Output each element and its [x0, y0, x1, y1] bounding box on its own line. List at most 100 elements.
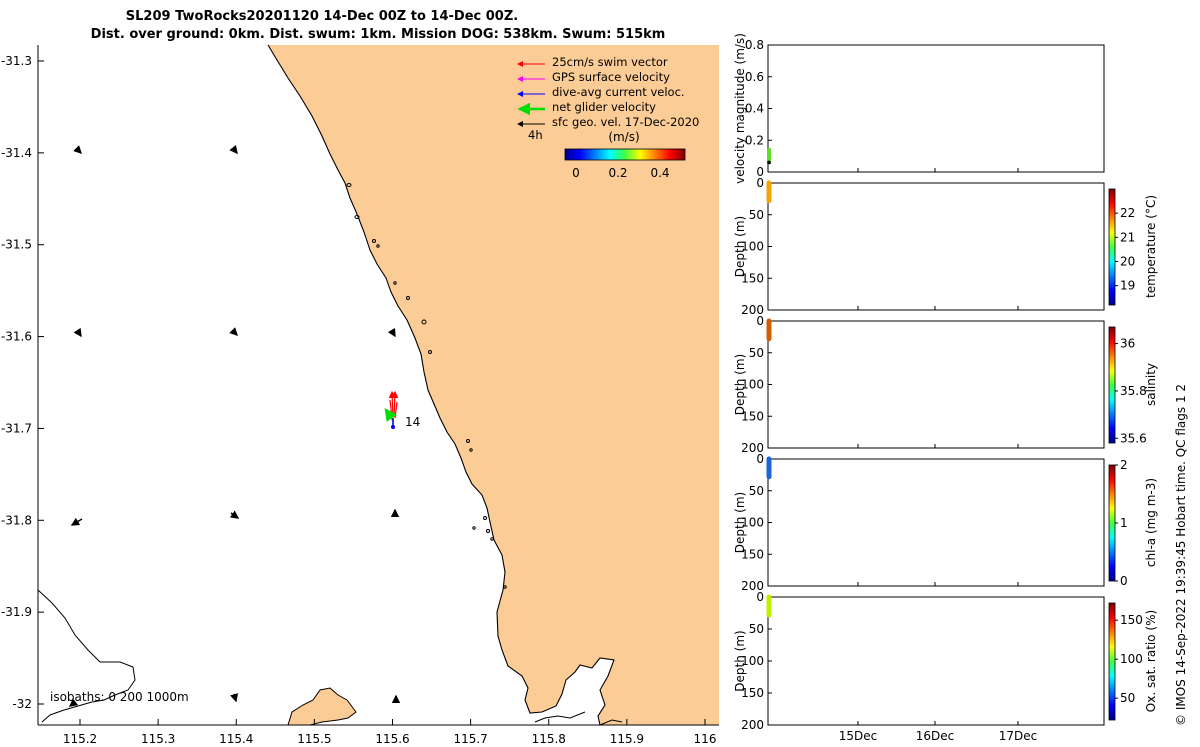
colorbar-label: (m/s): [608, 130, 639, 144]
panel-y-tick-label: 150: [741, 547, 764, 561]
panel-y-label: Depth (m): [733, 354, 747, 415]
map-y-tick-label: -31.9: [1, 605, 32, 619]
map-y-tick-label: -31.7: [1, 421, 32, 435]
colorbar-tick-label: 1: [1120, 516, 1128, 530]
panel-frame: [767, 596, 1105, 726]
map-y-tick-label: -31.5: [1, 238, 32, 252]
panel-y-tick-label: 0.4: [745, 102, 764, 116]
panel-frame: [767, 320, 1105, 449]
panel-y-tick-label: 150: [741, 409, 764, 423]
panel-y-tick-label: 0: [756, 314, 764, 328]
colorbar-tick-label: 22: [1120, 206, 1135, 220]
panel-2: 0 50 100 150 200 Depth (m) 35.6 35.8 36 salinity: [733, 314, 1158, 455]
island: [287, 687, 357, 726]
title-line-1: SL209 TwoRocks20201120 14-Dec 00Z to 14-…: [126, 9, 518, 24]
panel-y-tick-label: 200: [741, 718, 764, 732]
map-y-tick-label: -31.6: [1, 330, 32, 344]
colorbar-tick-label: 50: [1120, 691, 1135, 705]
map-x-tick-label: 115.5: [297, 732, 331, 746]
panel-y-tick-label: 0: [756, 176, 764, 190]
panel-y-label: Depth (m): [733, 216, 747, 277]
colorbar-label: temperature (°C): [1144, 195, 1158, 298]
geo-velocity-arrows: [68, 144, 401, 707]
colorbar-tick: 0.2: [608, 166, 627, 180]
colorbar-label: chl-a (mg m-3): [1144, 478, 1158, 567]
map-x-tick-label: 115.6: [375, 732, 409, 746]
map-x-tick-label: 115.2: [63, 732, 97, 746]
panel-frame: [767, 44, 1105, 173]
velocity-mark-geo: [767, 160, 771, 165]
estuary-edge: [534, 711, 586, 723]
colorbar-tick-label: 35.8: [1120, 384, 1147, 398]
colorbar-tick: 0: [572, 166, 580, 180]
land-mainland: [268, 45, 719, 725]
panel-y-tick-label: 200: [741, 579, 764, 593]
map-x-tick-label: 115.9: [610, 732, 644, 746]
colorbar-tick-label: 0: [1120, 574, 1128, 588]
map-y-tick-label: -32: [12, 697, 32, 711]
panel-y-tick-label: 100: [741, 516, 764, 530]
panel-y-tick-label: 0: [756, 165, 764, 179]
colorbar-tick-label: 19: [1120, 279, 1135, 293]
colorbar-tick-label: 35.6: [1120, 431, 1147, 445]
colorbar-tick-label: 2: [1120, 458, 1128, 472]
panel-y-tick-label: 200: [741, 441, 764, 455]
map-x-ticks: 115.2 115.3 115.4 115.5 115.6 115.7 115.8 115.9…: [63, 719, 716, 746]
isobaths-label: isobaths: 0 200 1000m: [50, 690, 189, 704]
panel-y-label: Depth (m): [733, 492, 747, 553]
panel-y-label: Depth (m): [733, 630, 747, 691]
panel-y-tick-label: 100: [741, 240, 764, 254]
panel-y-tick-label: 0: [756, 452, 764, 466]
colorbar-tick-label: 20: [1120, 255, 1135, 269]
legend-current-label: dive-avg current veloc.: [552, 85, 685, 99]
coastline-mainland-sw: [37, 589, 136, 723]
colorbar-label: salinity: [1144, 363, 1158, 406]
speed-colorbar: [564, 148, 686, 161]
map-legend: 25cm/s swim vector GPS surface velocity …: [517, 55, 699, 180]
legend-net-label: net glider velocity: [552, 100, 656, 114]
panel-y-tick-label: 200: [741, 303, 764, 317]
colorbar-tick-label: 21: [1120, 230, 1135, 244]
map-y-tick-label: -31.4: [1, 146, 32, 160]
panel-y-tick-label: 50: [749, 208, 764, 222]
glider-position-label: 14: [405, 415, 420, 429]
panel-y-tick-label: 0.6: [745, 70, 764, 84]
coastline: [267, 44, 615, 726]
panel-y-tick-label: 50: [749, 484, 764, 498]
glider-vectors: [384, 390, 399, 429]
legend-time-label: 4h: [528, 128, 543, 142]
panel-frame: [767, 182, 1105, 311]
map-y-tick-label: -31.3: [1, 54, 32, 68]
panel-y-tick-label: 0: [756, 590, 764, 604]
panel-colorbar: [1108, 464, 1116, 582]
colorbar-label: Ox. sat. ratio (%): [1144, 610, 1158, 712]
colorbar-tick-label: 150: [1120, 613, 1143, 627]
colorbar-tick: 0.4: [650, 166, 669, 180]
panel-y-tick-label: 0.8: [745, 38, 764, 52]
colorbar-tick-label: 36: [1120, 337, 1135, 351]
map-y-ticks: -31.3 -31.4 -31.5 -31.6 -31.7 -31.8 -31.9 -32: [1, 54, 44, 711]
panel-colorbar: [1108, 188, 1116, 306]
map-x-tick-label: 115.8: [532, 732, 566, 746]
panel-colorbar: [1108, 602, 1116, 721]
map-x-tick-label: 115.7: [453, 732, 487, 746]
panel-y-tick-label: 100: [741, 378, 764, 392]
map-panel: 14 115.2 115.3 115.4 115.5 115.6 115.7 115.8 11…: [1, 44, 719, 746]
panel-colorbar: [1108, 326, 1116, 444]
footer-credit: © IMOS 14-Sep-2022 19:39:45 Hobart time.…: [1174, 384, 1188, 726]
panel-1: 0 50 100 150 200 Depth (m) 19 20 21 22 temperature…: [733, 176, 1158, 317]
time-tick-label: 17Dec: [999, 729, 1038, 743]
title-line-2: Dist. over ground: 0km. Dist. swum: 1km.…: [91, 27, 666, 42]
panel-y-tick-label: 50: [749, 346, 764, 360]
panel-y-tick-label: 100: [741, 654, 764, 668]
colorbar-tick-label: 100: [1120, 652, 1143, 666]
time-tick-label: 15Dec: [839, 729, 878, 743]
panel-3: 0 50 100 150 200 Depth (m) 0 1 2 chl-a (mg m-3): [733, 452, 1158, 593]
map-x-tick-label: 115.3: [141, 732, 175, 746]
estuary-edge: [599, 719, 623, 726]
legend-geo-label: sfc geo. vel. 17-Dec-2020: [552, 115, 699, 129]
